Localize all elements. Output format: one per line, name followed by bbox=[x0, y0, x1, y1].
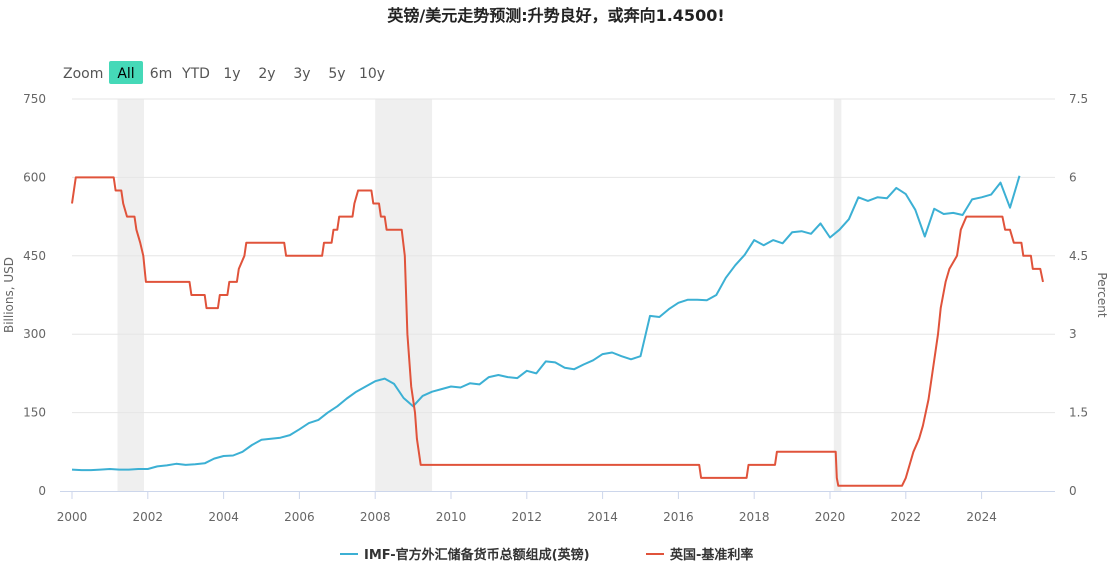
x-tick-label: 2008 bbox=[360, 510, 391, 524]
zoom-button-highlight bbox=[109, 61, 143, 84]
zoom-label: Zoom bbox=[63, 66, 103, 82]
series-line-base-rate bbox=[71, 176, 1044, 487]
zoom-button-all[interactable]: All bbox=[109, 61, 143, 84]
y-left-tick-label: 150 bbox=[23, 406, 46, 420]
grid-lines bbox=[72, 98, 1055, 414]
zoom-button-label: 10y bbox=[359, 66, 385, 82]
chart-title: 英镑/美元走势预测:升势良好，或奔向1.4500! bbox=[386, 6, 724, 25]
y-axis-left-title: Billions, USD bbox=[2, 257, 16, 333]
y-right-tick-label: 6 bbox=[1069, 170, 1077, 184]
x-tick-label: 2000 bbox=[57, 510, 88, 524]
y-left-tick-label: 300 bbox=[23, 327, 46, 341]
zoom-button-2y[interactable]: 2y bbox=[258, 66, 275, 82]
zoom-button-10y[interactable]: 10y bbox=[359, 66, 385, 82]
y-left-tick-label: 0 bbox=[38, 484, 46, 498]
zoom-button-5y[interactable]: 5y bbox=[328, 66, 345, 82]
zoom-button-label: 5y bbox=[328, 66, 345, 82]
zoom-button-1y[interactable]: 1y bbox=[223, 66, 240, 82]
y-left-tick-label: 600 bbox=[23, 170, 46, 184]
x-tick-label: 2024 bbox=[966, 510, 997, 524]
x-tick-label: 2006 bbox=[284, 510, 315, 524]
x-tick-label: 2018 bbox=[739, 510, 770, 524]
x-tick-label: 2002 bbox=[133, 510, 164, 524]
x-tick-label: 2010 bbox=[436, 510, 467, 524]
legend-label: 英国-基准利率 bbox=[669, 547, 753, 563]
y-right-tick-label: 0 bbox=[1069, 484, 1077, 498]
y-axis-left: 0 150 300 450 600 750 bbox=[23, 92, 46, 498]
y-right-tick-label: 3 bbox=[1069, 327, 1077, 341]
recession-band bbox=[117, 99, 145, 491]
legend: IMF-官方外汇储备货币总额组成(英镑) 英国-基准利率 bbox=[340, 547, 753, 563]
x-tick-label: 2014 bbox=[587, 510, 618, 524]
recession-band bbox=[375, 99, 433, 491]
series-line-reserves bbox=[71, 175, 1021, 472]
recession-band bbox=[833, 99, 842, 491]
x-tick-label: 2004 bbox=[208, 510, 239, 524]
zoom-button-ytd[interactable]: YTD bbox=[181, 66, 210, 82]
zoom-bar: Zoom All 6m YTD 1y 2y 3y 5y 10y bbox=[63, 61, 385, 84]
zoom-button-label: 1y bbox=[223, 66, 240, 82]
x-tick-label: 2022 bbox=[891, 510, 922, 524]
y-right-tick-label: 4.5 bbox=[1069, 249, 1088, 263]
zoom-button-label: 2y bbox=[258, 66, 275, 82]
series-lines bbox=[71, 175, 1044, 487]
zoom-button-label: 3y bbox=[293, 66, 310, 82]
zoom-button-label: YTD bbox=[181, 66, 210, 82]
y-axis-right-title: Percent bbox=[1095, 272, 1109, 317]
x-tick-label: 2012 bbox=[512, 510, 543, 524]
zoom-button-3y[interactable]: 3y bbox=[293, 66, 310, 82]
zoom-button-label: All bbox=[117, 66, 134, 82]
y-left-tick-label: 750 bbox=[23, 92, 46, 106]
y-right-tick-label: 7.5 bbox=[1069, 92, 1088, 106]
legend-label: IMF-官方外汇储备货币总额组成(英镑) bbox=[364, 547, 590, 563]
y-right-tick-label: 1.5 bbox=[1069, 406, 1088, 420]
zoom-button-label: 6m bbox=[150, 66, 173, 82]
y-axis-right: 0 1.5 3 4.5 6 7.5 bbox=[1069, 92, 1088, 498]
x-tick-label: 2016 bbox=[663, 510, 694, 524]
recession-bands bbox=[117, 99, 842, 491]
y-left-tick-label: 450 bbox=[23, 249, 46, 263]
zoom-button-6m[interactable]: 6m bbox=[150, 66, 173, 82]
x-axis: 2000 2002 2004 2006 2008 2010 2012 2014 2016 2018… bbox=[57, 491, 1055, 524]
x-tick-label: 2020 bbox=[815, 510, 846, 524]
